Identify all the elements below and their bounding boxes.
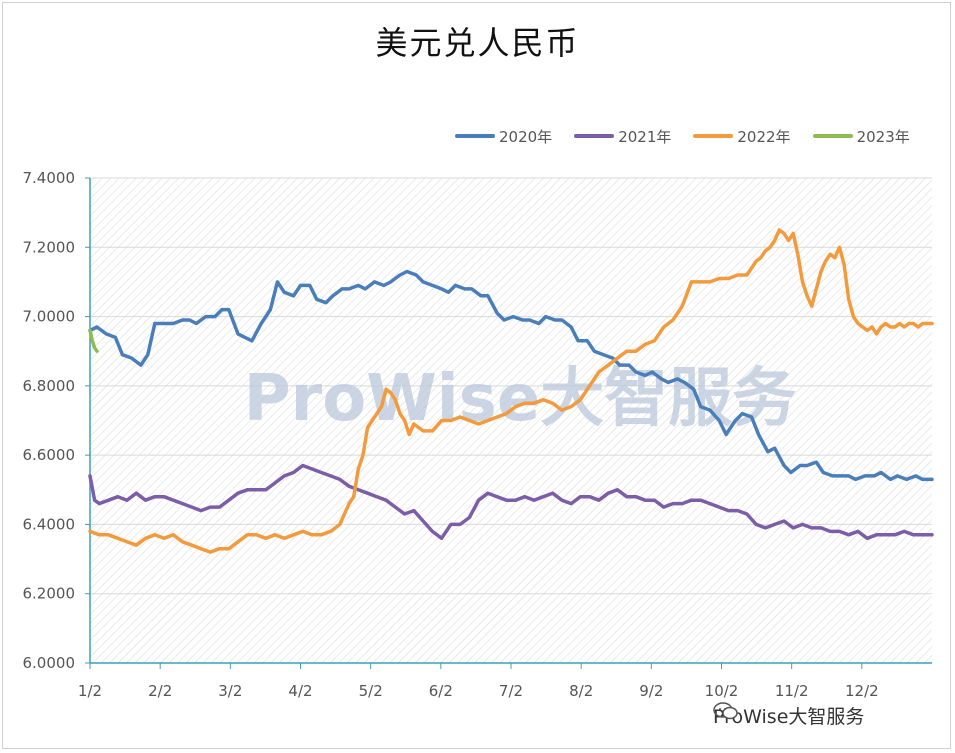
footer-credit-text: ProWise大智服务 xyxy=(713,706,865,728)
legend-label-2023: 2023年 xyxy=(856,127,910,146)
legend-item-2023: 2023年 xyxy=(812,126,910,147)
y-tick-label: 6.0000 xyxy=(23,654,76,672)
x-tick-label: 6/2 xyxy=(429,682,453,700)
legend-label-2021: 2021年 xyxy=(618,127,672,146)
y-tick-label: 6.6000 xyxy=(23,446,76,464)
legend-label-2020: 2020年 xyxy=(499,127,553,146)
legend-label-2022: 2022年 xyxy=(737,127,791,146)
gridlines xyxy=(90,177,932,595)
legend-swatch-2022 xyxy=(693,134,734,138)
plot-area xyxy=(90,178,932,663)
legend: 2020年 2021年 2022年 2023年 xyxy=(455,126,910,146)
x-tick-label: 5/2 xyxy=(359,682,383,700)
legend-item-2020: 2020年 xyxy=(455,126,552,147)
x-tick-label: 9/2 xyxy=(639,682,663,700)
y-tick-label: 6.2000 xyxy=(23,585,76,603)
x-tick-label: 1/2 xyxy=(78,682,102,700)
series-line-2 xyxy=(88,228,934,554)
legend-swatch-2020 xyxy=(455,134,495,138)
y-tick-label: 7.2000 xyxy=(23,238,76,256)
legend-item-2021: 2021年 xyxy=(574,126,671,147)
footer-credit: ProWise大智服务 xyxy=(713,702,864,729)
x-tick-label: 12/2 xyxy=(845,682,879,700)
wechat-icon xyxy=(713,702,738,720)
x-tick-label: 2/2 xyxy=(148,682,172,700)
x-tick-label: 7/2 xyxy=(499,682,523,700)
legend-item-2022: 2022年 xyxy=(693,126,791,147)
x-tick-labels: 1/2 2/2 3/2 4/2 5/2 6/2 7/2 8/2 9/2 10/2 11/2 12/2 xyxy=(78,663,879,700)
watermark-text: ProWise大智服务 xyxy=(244,362,796,436)
series-lines xyxy=(88,228,934,554)
x-tick-label: 11/2 xyxy=(775,682,809,700)
x-tick-label: 3/2 xyxy=(218,682,242,700)
series-line-3 xyxy=(88,328,99,353)
x-tick-label: 8/2 xyxy=(569,682,593,700)
legend-swatch-2021 xyxy=(574,134,615,138)
y-tick-labels: 6.0000 6.2000 6.4000 6.6000 6.8000 7.0000 7.20… xyxy=(23,169,90,672)
chart-title: 美元兑人民币 xyxy=(375,24,580,62)
series-line-0 xyxy=(88,269,934,482)
legend-swatch-2023 xyxy=(812,134,853,138)
y-tick-label: 7.4000 xyxy=(23,169,76,187)
x-tick-label: 4/2 xyxy=(288,682,312,700)
y-tick-label: 6.8000 xyxy=(23,377,76,395)
series-line-1 xyxy=(88,463,934,541)
x-tick-label: 10/2 xyxy=(705,682,739,700)
y-tick-label: 7.0000 xyxy=(23,308,76,326)
y-tick-label: 6.4000 xyxy=(23,515,76,533)
